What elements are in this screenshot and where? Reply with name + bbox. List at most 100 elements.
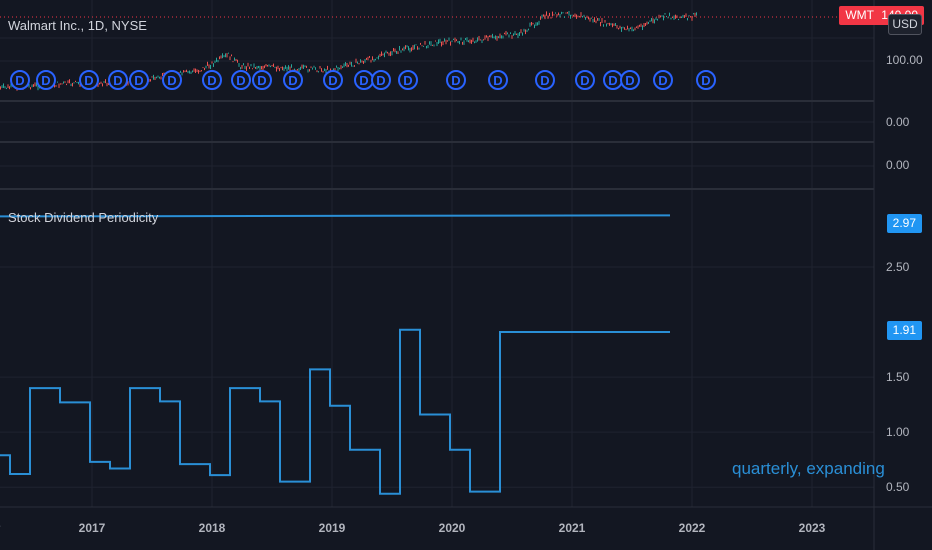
candle bbox=[471, 39, 472, 44]
candle bbox=[222, 53, 223, 59]
candle bbox=[339, 67, 340, 70]
candle bbox=[186, 69, 187, 73]
candle bbox=[79, 83, 81, 87]
candle bbox=[391, 51, 393, 56]
candle bbox=[205, 65, 207, 69]
candle bbox=[60, 83, 61, 85]
candle bbox=[625, 28, 627, 31]
candle bbox=[99, 82, 100, 85]
candle bbox=[675, 14, 676, 19]
candle bbox=[202, 67, 204, 69]
candle bbox=[520, 29, 522, 34]
candle bbox=[183, 70, 184, 73]
candle bbox=[664, 13, 666, 15]
candle bbox=[30, 87, 31, 90]
dividend-marker-circle bbox=[129, 70, 149, 90]
candle bbox=[229, 56, 231, 61]
dividend-marker-label: D bbox=[580, 73, 589, 88]
ticker-badge: WMT bbox=[839, 6, 880, 25]
candle bbox=[384, 52, 385, 58]
candle bbox=[633, 29, 634, 32]
candle bbox=[78, 81, 79, 85]
candle bbox=[108, 83, 109, 85]
candle bbox=[336, 65, 337, 68]
dividend-marker-circle bbox=[283, 70, 303, 90]
candle bbox=[373, 58, 375, 62]
dividend-marker-label: D bbox=[113, 73, 122, 88]
candle bbox=[553, 14, 555, 16]
candle bbox=[417, 46, 418, 50]
candle bbox=[459, 40, 460, 45]
candle bbox=[513, 33, 514, 36]
candle bbox=[307, 69, 309, 73]
candle bbox=[613, 23, 615, 26]
candle bbox=[283, 67, 285, 72]
candle bbox=[393, 48, 394, 52]
dividend-marker: D bbox=[252, 70, 272, 90]
x-tick-label: 2019 bbox=[319, 521, 346, 535]
candle bbox=[315, 67, 316, 70]
candle bbox=[385, 50, 387, 54]
candle bbox=[669, 12, 670, 17]
candle bbox=[376, 57, 378, 59]
dividend-marker-circle bbox=[446, 70, 466, 90]
candle bbox=[277, 65, 279, 70]
candle bbox=[514, 31, 516, 35]
candle bbox=[592, 19, 594, 23]
candle bbox=[238, 63, 240, 67]
candle bbox=[490, 35, 492, 38]
y-tick-label: 1.00 bbox=[886, 425, 910, 439]
candle bbox=[240, 67, 241, 70]
candle bbox=[151, 76, 153, 78]
candle bbox=[525, 29, 526, 35]
candle bbox=[688, 15, 690, 17]
candle bbox=[226, 53, 228, 58]
candle bbox=[273, 63, 274, 67]
candle bbox=[531, 21, 532, 26]
candle bbox=[420, 42, 421, 45]
candle bbox=[505, 30, 507, 36]
candle bbox=[180, 70, 181, 73]
dividend-marker: D bbox=[231, 70, 251, 90]
x-tick-label: Apr bbox=[0, 521, 1, 535]
candle bbox=[382, 53, 384, 56]
candle bbox=[399, 45, 400, 51]
candle bbox=[523, 28, 525, 32]
candle bbox=[0, 86, 1, 90]
time-axis: Apr 2017 2018 2019 2020 2021 2022 2023 bbox=[0, 521, 826, 535]
candle bbox=[208, 64, 210, 69]
candle bbox=[361, 60, 363, 63]
indicator-title[interactable]: Stock Dividend Periodicity bbox=[8, 210, 159, 225]
candle bbox=[127, 81, 129, 86]
dividend-marker: D bbox=[620, 70, 640, 90]
candle bbox=[630, 27, 631, 30]
candle bbox=[100, 81, 102, 84]
candle bbox=[252, 68, 253, 70]
candle bbox=[649, 20, 651, 22]
candle bbox=[357, 61, 358, 64]
candle bbox=[271, 65, 273, 67]
candle bbox=[408, 46, 409, 51]
candle bbox=[375, 58, 376, 61]
candle bbox=[319, 65, 321, 69]
symbol-title[interactable]: Walmart Inc., 1D, NYSE bbox=[8, 18, 147, 33]
x-tick-label: 2021 bbox=[559, 521, 586, 535]
candle bbox=[619, 25, 621, 29]
currency-button[interactable]: USD bbox=[888, 14, 922, 35]
candle bbox=[453, 38, 454, 41]
dividend-marker-circle bbox=[36, 70, 56, 90]
candle bbox=[612, 23, 613, 28]
candle bbox=[288, 65, 289, 70]
candle bbox=[333, 68, 334, 71]
candle bbox=[652, 18, 654, 24]
candle bbox=[153, 74, 154, 80]
candle bbox=[586, 15, 588, 19]
upper-value-badge: 2.97 bbox=[886, 214, 922, 233]
candle bbox=[219, 56, 220, 60]
candle bbox=[243, 63, 244, 66]
candle bbox=[468, 40, 469, 43]
candle bbox=[691, 15, 693, 21]
dividend-marker-label: D bbox=[608, 73, 617, 88]
